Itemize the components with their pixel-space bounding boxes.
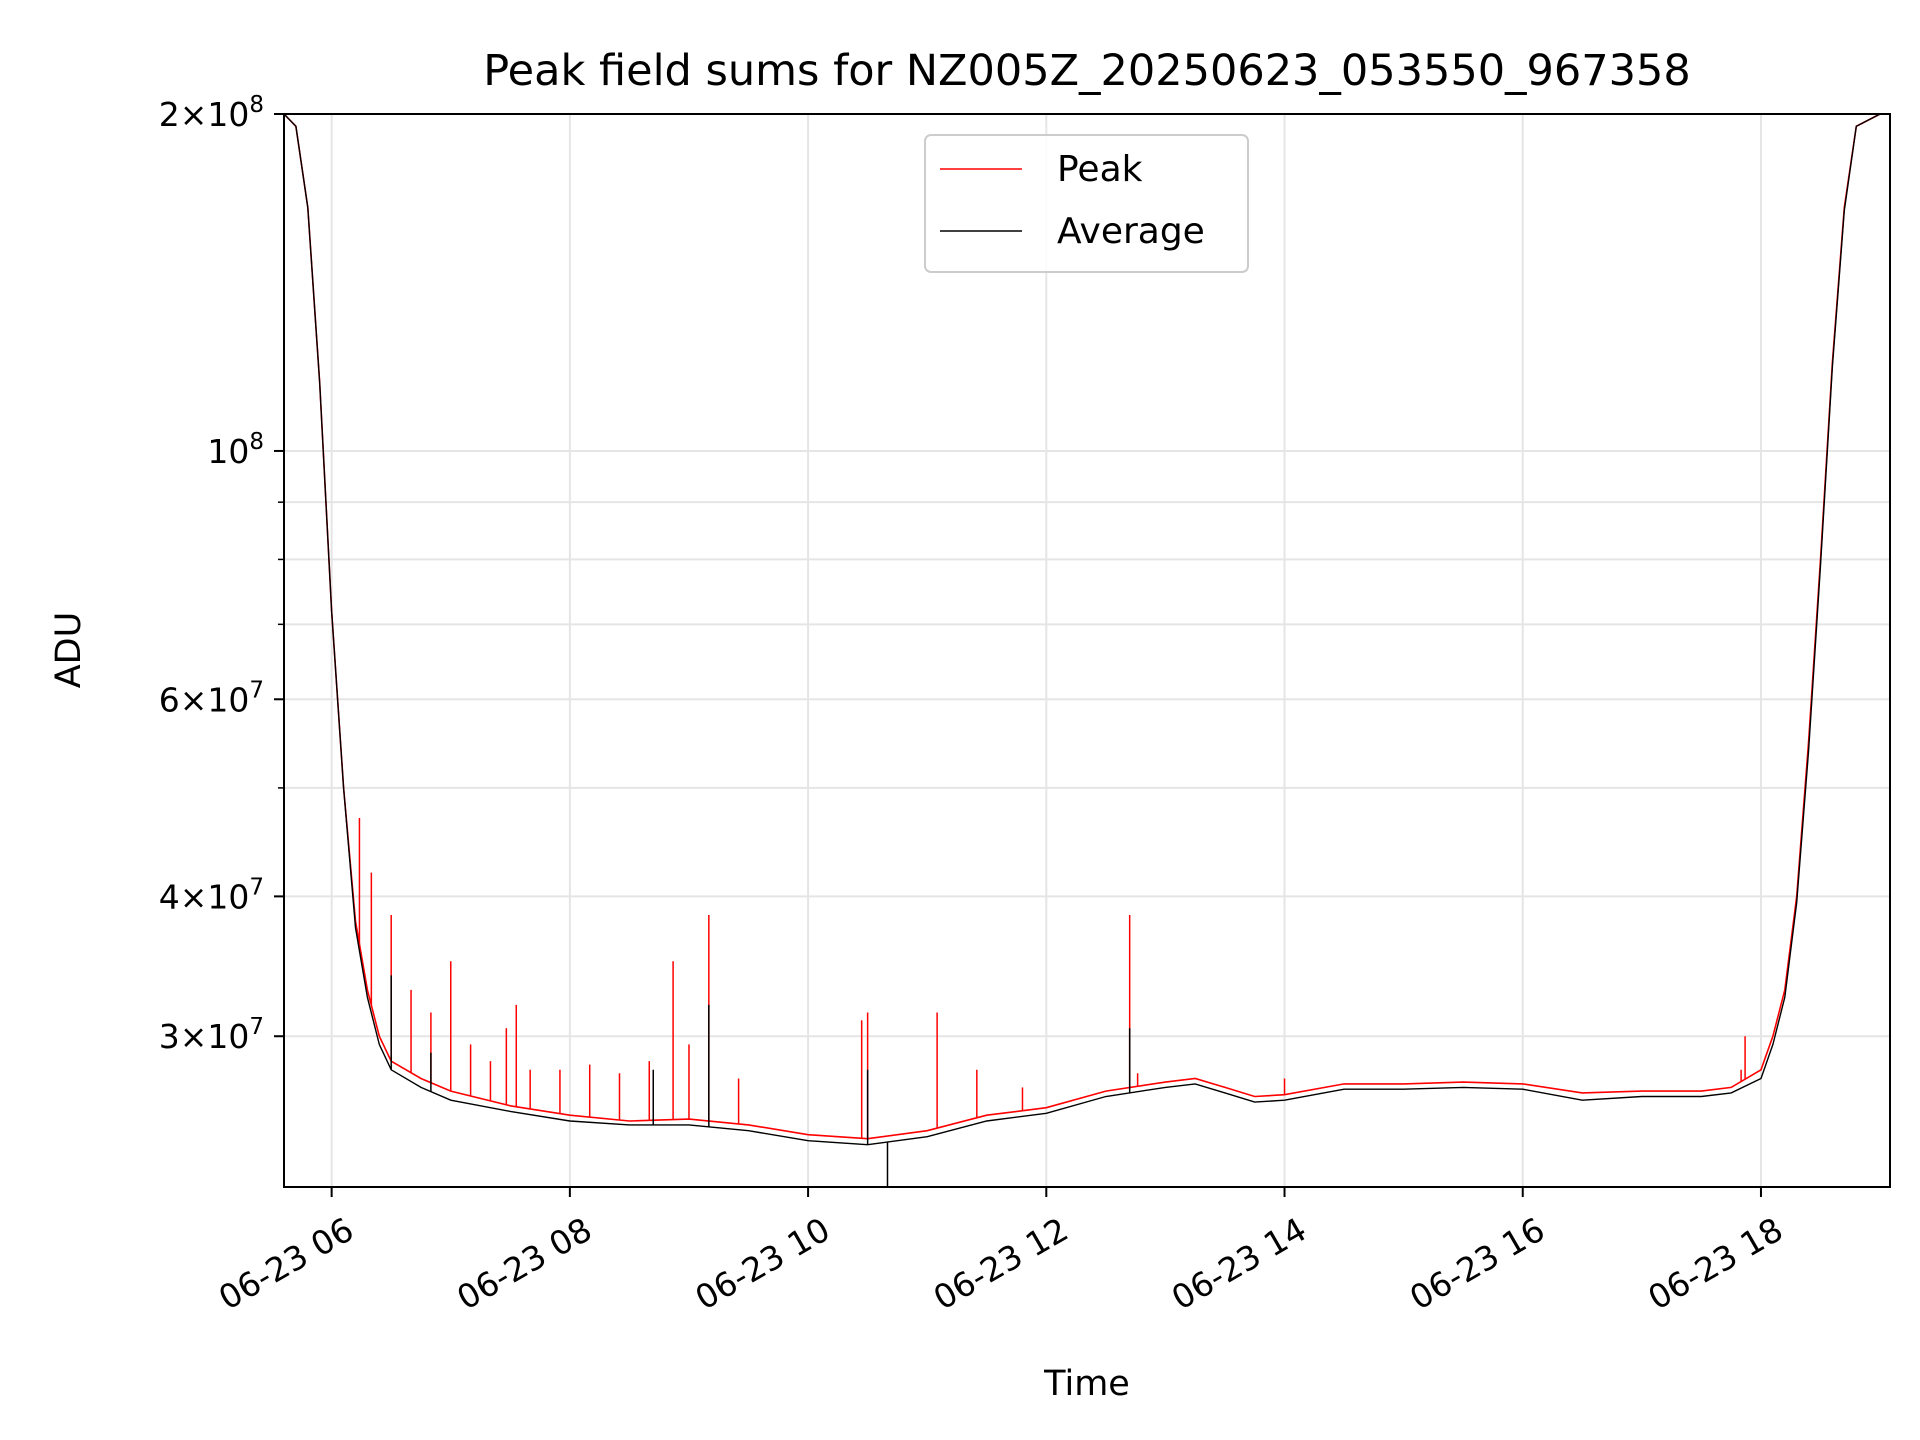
peak-line bbox=[283, 113, 1881, 1140]
y-tick-label: 2×108 bbox=[159, 92, 264, 134]
y-tick-label: 3×107 bbox=[159, 1014, 264, 1056]
grid bbox=[284, 113, 1890, 1187]
legend-peak-label: Peak bbox=[1057, 149, 1143, 190]
y-tick-label: 108 bbox=[207, 429, 264, 471]
average-line bbox=[283, 113, 1881, 1146]
legend: Peak Average bbox=[924, 134, 1249, 273]
x-axis-label: Time bbox=[1043, 1364, 1130, 1404]
y-tick-label: 4×107 bbox=[159, 874, 264, 916]
series-layer bbox=[283, 113, 1881, 1187]
chart-title: Peak field sums for NZ005Z_20250623_0535… bbox=[483, 46, 1690, 96]
legend-average-label: Average bbox=[1057, 211, 1205, 252]
y-axis: 2×108 108 6×107 4×107 3×107 bbox=[159, 92, 284, 1056]
y-tick-label: 6×107 bbox=[159, 677, 264, 719]
y-axis-label: ADU bbox=[49, 612, 89, 689]
plot-frame bbox=[283, 113, 1891, 1188]
